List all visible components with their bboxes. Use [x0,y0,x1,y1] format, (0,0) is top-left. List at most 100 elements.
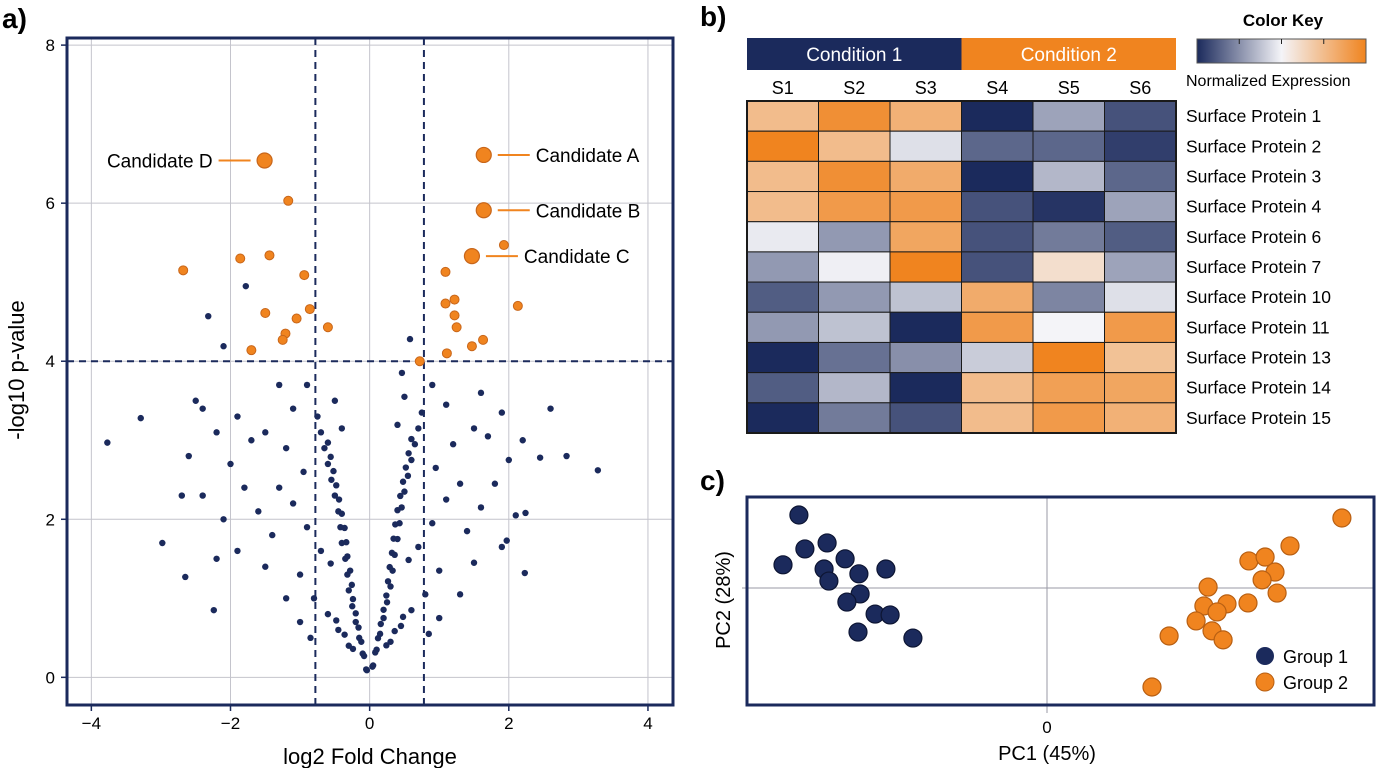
heatmap-cell [961,160,1034,193]
data-point-significant [246,345,257,356]
heatmap-cell [961,311,1034,343]
data-point-non-significant [436,567,443,574]
pca-point-group-2 [1332,508,1352,528]
data-point-non-significant [383,642,390,649]
heatmap-cell [961,372,1034,404]
pca-xlabel: PC1 (45%) [998,743,1096,765]
x-tick-label: 0 [1042,718,1051,737]
candidate-point [256,152,273,169]
data-point-non-significant [199,405,206,412]
data-point-non-significant [380,614,387,622]
data-point-non-significant [387,638,394,645]
data-point-non-significant [429,381,436,389]
data-point-non-significant [456,591,464,598]
candidate-point [475,202,492,219]
data-point-non-significant [391,627,398,635]
heatmap-cell [961,341,1034,374]
data-point-non-significant [386,563,393,571]
data-point-non-significant [213,429,220,436]
data-point-non-significant [456,480,464,487]
heatmap-cell [1104,251,1177,283]
heatmap-cell [818,100,891,132]
data-point-non-significant [442,496,450,503]
data-point-non-significant [352,618,359,626]
pca-point-group-2 [1252,570,1272,590]
heatmap-cell [889,160,962,193]
data-point-significant [264,250,275,261]
row-label: Surface Protein 11 [1186,317,1330,337]
row-label: Surface Protein 14 [1186,378,1331,398]
heatmap-cell [1032,251,1105,283]
pca-point-group-1 [880,605,900,625]
data-point-non-significant [234,413,241,420]
legend-label-group-1: Group 1 [1283,647,1348,667]
condition-label: Condition 1 [806,45,902,66]
data-point-non-significant [159,539,166,547]
data-point-non-significant [327,560,334,567]
x-tick-label: −2 [221,714,240,733]
data-point-non-significant [303,523,311,531]
data-point-non-significant [408,456,415,464]
data-point-significant [260,308,271,319]
heatmap-cell [746,341,819,374]
data-point-non-significant [210,606,218,614]
candidate-label: Candidate D [107,151,213,172]
data-point-non-significant [341,524,348,532]
legend-marker-group-1 [1256,647,1274,665]
heatmap-cell [818,251,891,283]
data-point-significant [304,304,315,315]
data-point-non-significant [463,527,471,535]
heatmap-cell [961,251,1034,283]
heatmap-cell [889,311,962,343]
candidate-point [475,146,492,164]
data-point-non-significant [333,482,340,489]
data-point-significant [291,313,302,324]
data-point-non-significant [384,578,392,585]
heatmap: Condition 1 Condition 2 S1 S2 S3 S4 S5 S6 Surfac… [746,38,1367,434]
heatmap-cell [1032,281,1105,313]
heatmap-cell [746,281,819,313]
data-point-non-significant [314,413,321,420]
data-point-non-significant [241,484,248,491]
data-point-significant [478,334,489,345]
pca-point-group-2 [1213,630,1233,650]
data-point-non-significant [392,521,399,528]
pca-ylabel: PC2 (28%) [713,551,735,649]
heatmap-cell [1032,311,1105,343]
data-point-significant [299,270,310,281]
data-point-non-significant [406,335,414,343]
pca-point-group-1 [819,571,839,591]
data-point-non-significant [182,573,189,581]
y-tick-label: 8 [46,36,55,55]
data-point-non-significant [262,429,269,436]
data-point-non-significant [255,508,262,515]
data-point-non-significant [399,478,407,485]
data-point-non-significant [401,393,408,400]
heatmap-cell [889,251,962,283]
pca-point-group-2 [1207,602,1227,622]
data-point-non-significant [343,539,350,546]
volcano-xlabel: log2 Fold Change [283,744,457,768]
x-tick-label: −4 [82,714,101,733]
data-point-non-significant [348,581,356,589]
data-point-non-significant [408,435,415,443]
data-point-non-significant [522,509,529,517]
data-point-non-significant [383,592,390,599]
data-point-non-significant [324,460,332,468]
data-point-non-significant [394,421,401,429]
data-point-significant [466,341,477,352]
data-point-non-significant [411,441,419,448]
pca-point-group-2 [1267,583,1287,603]
data-point-non-significant [300,468,307,476]
data-point-non-significant [220,516,227,523]
pca-point-group-2 [1198,577,1218,597]
data-point-non-significant [498,543,506,551]
data-point-non-significant [449,441,457,448]
data-point-non-significant [349,645,357,653]
data-point-non-significant [137,414,144,422]
data-point-non-significant [503,537,510,544]
data-point-non-significant [335,496,343,503]
data-point-non-significant [418,409,426,416]
heatmap-cell [818,221,891,253]
data-point-non-significant [296,571,304,578]
